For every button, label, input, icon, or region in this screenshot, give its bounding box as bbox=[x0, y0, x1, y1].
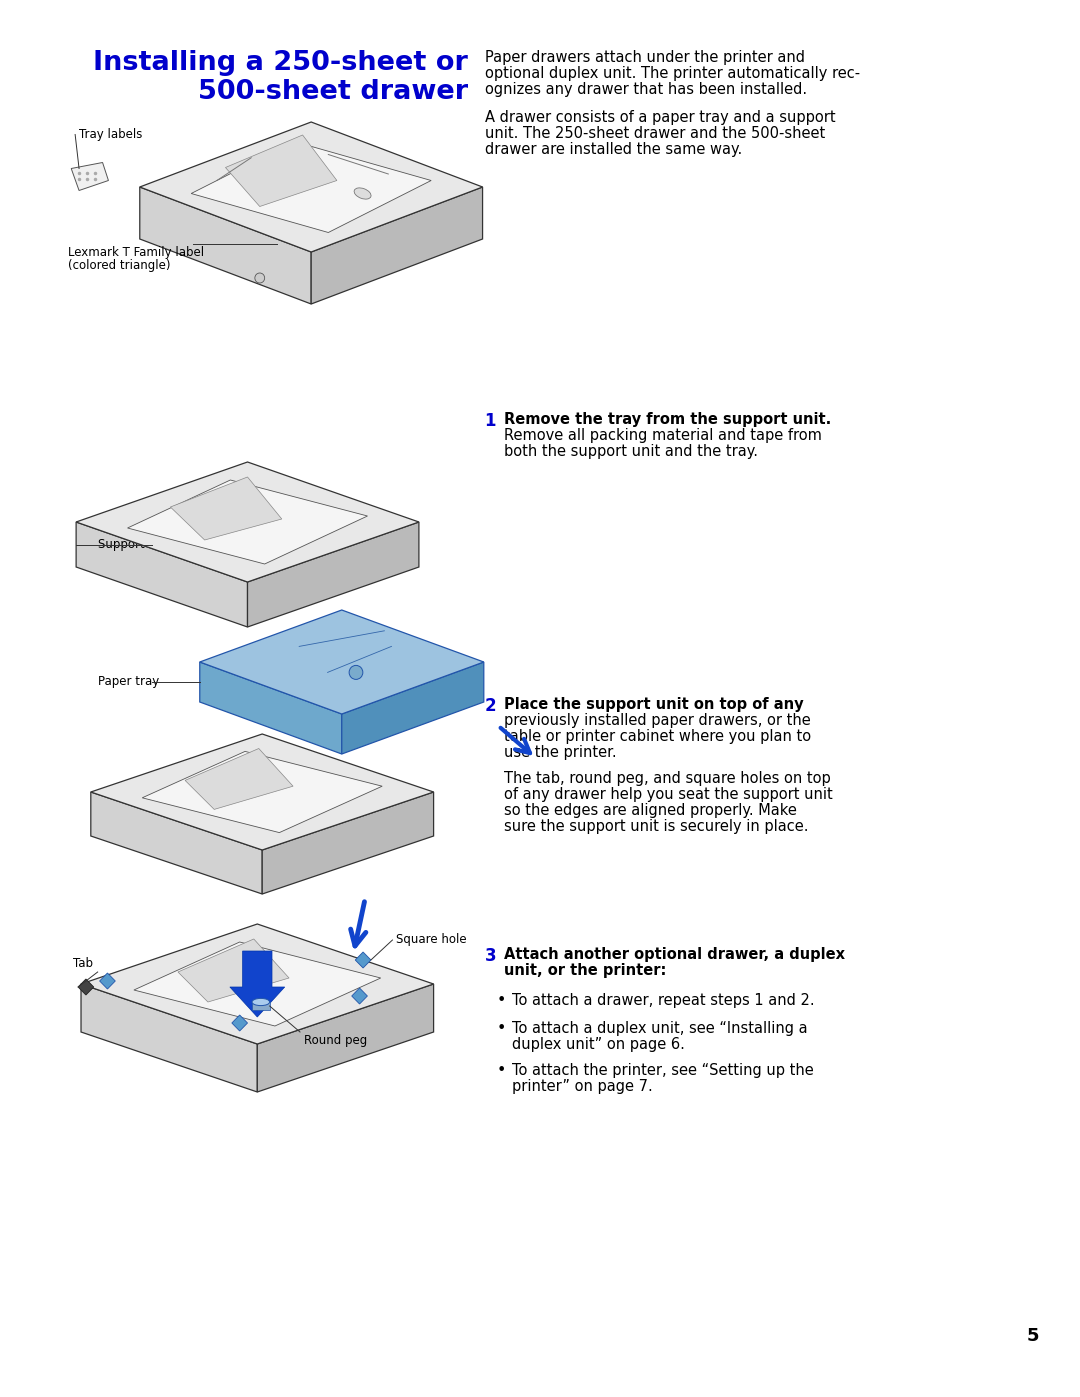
Text: 2: 2 bbox=[485, 697, 496, 715]
Text: 3: 3 bbox=[485, 947, 496, 965]
Text: Paper tray: Paper tray bbox=[97, 676, 159, 689]
Polygon shape bbox=[81, 983, 257, 1092]
Text: Place the support unit on top of any: Place the support unit on top of any bbox=[504, 697, 804, 712]
Polygon shape bbox=[262, 792, 433, 894]
Text: Round peg: Round peg bbox=[303, 1034, 367, 1046]
Polygon shape bbox=[139, 187, 311, 305]
Polygon shape bbox=[341, 662, 484, 754]
Text: (colored triangle): (colored triangle) bbox=[68, 258, 171, 272]
Text: The tab, round peg, and square holes on top: The tab, round peg, and square holes on … bbox=[504, 771, 831, 787]
Text: printer” on page 7.: printer” on page 7. bbox=[512, 1078, 652, 1094]
Text: •: • bbox=[497, 1063, 505, 1078]
Text: 1: 1 bbox=[485, 412, 496, 430]
Text: previously installed paper drawers, or the: previously installed paper drawers, or t… bbox=[504, 712, 811, 728]
Polygon shape bbox=[78, 979, 94, 995]
Text: 500-sheet drawer: 500-sheet drawer bbox=[198, 80, 468, 105]
Polygon shape bbox=[99, 972, 116, 989]
Polygon shape bbox=[200, 662, 341, 754]
Text: optional duplex unit. The printer automatically rec-: optional duplex unit. The printer automa… bbox=[485, 66, 860, 81]
Text: Attach another optional drawer, a duplex: Attach another optional drawer, a duplex bbox=[504, 947, 846, 963]
Text: duplex unit” on page 6.: duplex unit” on page 6. bbox=[512, 1037, 685, 1052]
Text: Tray labels: Tray labels bbox=[79, 129, 143, 141]
Polygon shape bbox=[143, 752, 382, 833]
Polygon shape bbox=[127, 481, 367, 564]
Text: so the edges are aligned properly. Make: so the edges are aligned properly. Make bbox=[504, 803, 797, 819]
Polygon shape bbox=[352, 988, 367, 1004]
Polygon shape bbox=[185, 749, 293, 809]
Text: •: • bbox=[497, 993, 505, 1009]
Polygon shape bbox=[232, 1016, 247, 1031]
Circle shape bbox=[349, 665, 363, 679]
Text: Installing a 250-sheet or: Installing a 250-sheet or bbox=[93, 50, 468, 75]
Text: •: • bbox=[497, 1021, 505, 1037]
Polygon shape bbox=[252, 1002, 270, 1010]
Text: Remove the tray from the support unit.: Remove the tray from the support unit. bbox=[504, 412, 832, 427]
Text: Remove all packing material and tape from: Remove all packing material and tape fro… bbox=[504, 427, 822, 443]
Polygon shape bbox=[178, 939, 289, 1002]
Text: Square hole: Square hole bbox=[396, 933, 467, 947]
Text: table or printer cabinet where you plan to: table or printer cabinet where you plan … bbox=[504, 729, 811, 745]
Circle shape bbox=[255, 272, 265, 284]
Text: 5: 5 bbox=[1027, 1327, 1039, 1345]
Text: unit, or the printer:: unit, or the printer: bbox=[504, 963, 666, 978]
Text: unit. The 250-sheet drawer and the 500-sheet: unit. The 250-sheet drawer and the 500-s… bbox=[485, 126, 825, 141]
Polygon shape bbox=[71, 162, 108, 190]
Polygon shape bbox=[134, 942, 381, 1025]
Polygon shape bbox=[139, 122, 483, 251]
Text: ognizes any drawer that has been installed.: ognizes any drawer that has been install… bbox=[485, 82, 807, 96]
Polygon shape bbox=[191, 141, 431, 232]
Polygon shape bbox=[200, 610, 484, 714]
Polygon shape bbox=[171, 476, 282, 541]
Polygon shape bbox=[91, 792, 262, 894]
Text: of any drawer help you seat the support unit: of any drawer help you seat the support … bbox=[504, 787, 833, 802]
Text: both the support unit and the tray.: both the support unit and the tray. bbox=[504, 444, 758, 460]
Polygon shape bbox=[91, 733, 433, 849]
Text: Tab: Tab bbox=[73, 957, 93, 970]
Polygon shape bbox=[247, 522, 419, 627]
Polygon shape bbox=[311, 187, 483, 305]
Text: To attach the printer, see “Setting up the: To attach the printer, see “Setting up t… bbox=[512, 1063, 813, 1078]
Polygon shape bbox=[226, 136, 337, 207]
Text: Support unit: Support unit bbox=[97, 538, 172, 550]
Ellipse shape bbox=[354, 187, 372, 200]
Text: A drawer consists of a paper tray and a support: A drawer consists of a paper tray and a … bbox=[485, 110, 835, 124]
Text: Lexmark T Family label: Lexmark T Family label bbox=[68, 246, 204, 258]
Text: use the printer.: use the printer. bbox=[504, 745, 617, 760]
Text: sure the support unit is securely in place.: sure the support unit is securely in pla… bbox=[504, 819, 809, 834]
Text: drawer are installed the same way.: drawer are installed the same way. bbox=[485, 142, 742, 156]
Ellipse shape bbox=[252, 999, 270, 1006]
Polygon shape bbox=[230, 951, 285, 1017]
Polygon shape bbox=[355, 951, 370, 968]
Text: To attach a drawer, repeat steps 1 and 2.: To attach a drawer, repeat steps 1 and 2… bbox=[512, 993, 814, 1009]
Polygon shape bbox=[81, 923, 433, 1044]
Polygon shape bbox=[76, 462, 419, 583]
Text: Paper drawers attach under the printer and: Paper drawers attach under the printer a… bbox=[485, 50, 805, 66]
Polygon shape bbox=[257, 983, 433, 1092]
Polygon shape bbox=[76, 522, 247, 627]
Text: To attach a duplex unit, see “Installing a: To attach a duplex unit, see “Installing… bbox=[512, 1021, 808, 1037]
